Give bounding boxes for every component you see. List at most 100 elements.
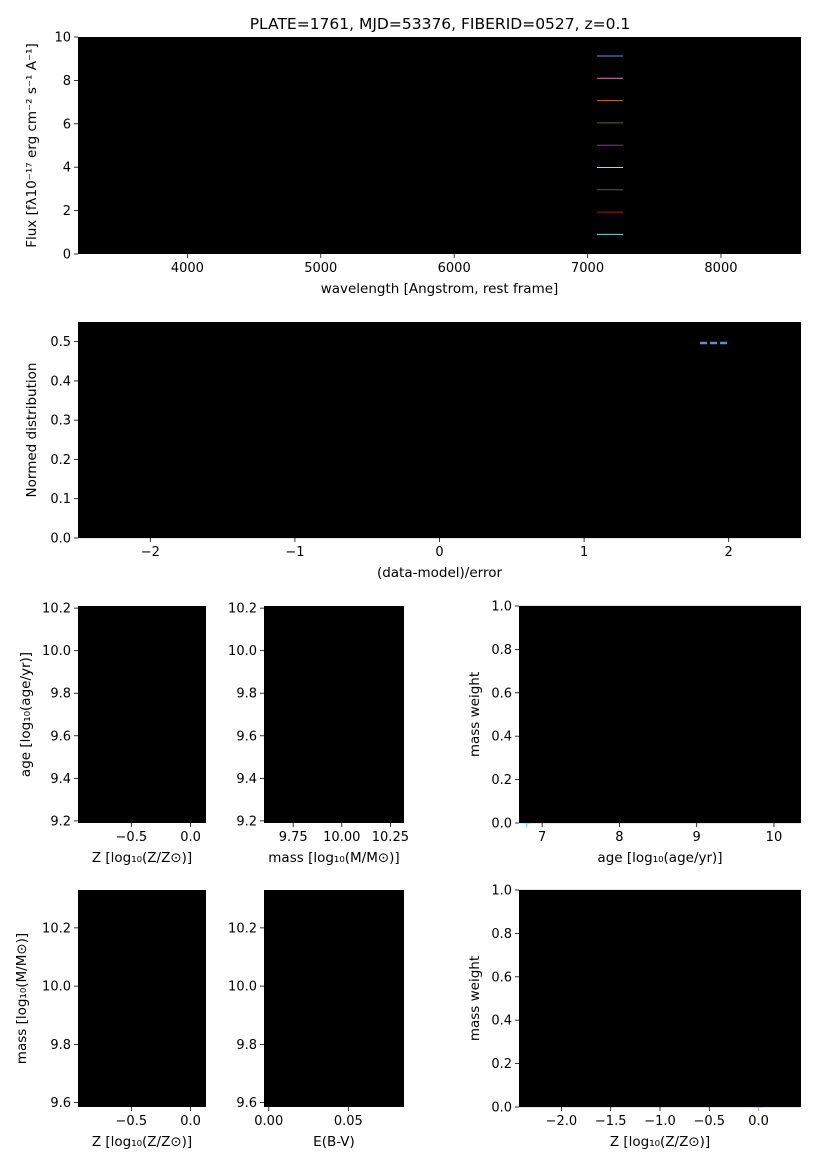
- age_vs_weight-ytick-label: 0.6: [491, 686, 512, 701]
- residuals-ytick-label: 0.0: [50, 532, 71, 547]
- z_vs_weight-xlabel: Z [log₁₀(Z/Z⊙)]: [610, 1134, 710, 1150]
- z_vs_weight-xtick-label: 0.0: [748, 1114, 769, 1129]
- legend-label-salpeter_elodie: Salpeter ELODIE, NSSP=5: [634, 138, 783, 155]
- z_vs_age-ytick-label: 10.2: [42, 602, 71, 617]
- mass_vs_age-ytick-label: 9.4: [236, 772, 257, 787]
- ebv_vs_mass-xtick-label: 0.05: [334, 1114, 363, 1129]
- z_vs_age-xtick-label: −0.5: [116, 830, 148, 845]
- age_vs_weight-ytick-label: 0.8: [491, 643, 512, 658]
- legend-label-chabrier_stelib: Chabrier STELIB, NSSP=5: [634, 183, 781, 200]
- legend-label-salpeter_miles: Salpeter MILES, NSSP=5: [634, 71, 775, 88]
- spectrum-ytick-label: 8: [63, 74, 71, 89]
- z_vs_age-ytick-label: 10.0: [42, 644, 71, 659]
- mass_vs_age-ytick-label: 10.2: [228, 602, 257, 617]
- mass_vs_age-ytick-label: 10.0: [228, 644, 257, 659]
- mass_vs_age-xtick-label: 10.00: [323, 830, 360, 845]
- spectrum-xtick-label: 8000: [704, 261, 737, 276]
- spectrum-ylabel: Flux [fλ10⁻¹⁷ erg cm⁻² s⁻¹ A⁻¹]: [24, 43, 40, 248]
- residuals-ytick-label: 0.1: [50, 492, 71, 507]
- legend-label-name: Kroupa STELIB, N: [634, 227, 738, 241]
- legend-label-value: =6: [758, 49, 776, 63]
- z_vs_weight-frame: [519, 890, 801, 1107]
- legend-label-value: =6: [749, 94, 767, 108]
- z_vs_weight-ylabel: mass weight: [467, 956, 483, 1041]
- ebv_vs_mass-xlabel: E(B-V): [313, 1134, 355, 1150]
- legend-label-salpeter_stelib: Salpeter STELIB, NSSP=6: [634, 205, 780, 222]
- z_vs_mass-ytick-label: 9.6: [50, 1096, 71, 1111]
- z_vs_weight-ytick-label: 0.8: [491, 927, 512, 942]
- spectrum-ytick-label: 10: [54, 31, 71, 46]
- z_vs_mass-frame: [78, 890, 206, 1107]
- legend-label-chabrier_elodie: Chabrier ELODIE, NSSP=5: [634, 116, 784, 133]
- z_vs_mass-ytick-label: 10.2: [42, 921, 71, 936]
- ebv_vs_mass-ytick-label: 9.6: [236, 1096, 257, 1111]
- age_vs_weight-ytick-label: 0.0: [491, 817, 512, 832]
- legend-label-subscript: SSP: [746, 212, 763, 222]
- mass_vs_age-axes: 9.75 10.00 10.25 9.2 9.4 9.6 9.8 10.0 10.2 mass […: [228, 602, 409, 866]
- legend-label-value: =4: [754, 227, 772, 241]
- residuals-xtick-label: 1: [580, 545, 588, 560]
- legend-label-chabrier_miles: Chabrier MILES, NSSP=6: [634, 49, 776, 66]
- legend-label-subscript: SSP: [750, 123, 767, 133]
- z_vs_weight-ytick-label: 0.4: [491, 1014, 512, 1029]
- z_vs_age-ytick-label: 9.6: [50, 729, 71, 744]
- z_vs_weight-ytick-label: 1.0: [491, 884, 512, 899]
- z_vs_age-ylabel: age [log₁₀(age/yr)]: [18, 652, 34, 777]
- z_vs_age-ytick-label: 9.4: [50, 772, 71, 787]
- z_vs_mass-xlabel: Z [log₁₀(Z/Z⊙)]: [92, 1134, 192, 1150]
- ebv_vs_mass-ytick-label: 10.0: [228, 980, 257, 995]
- legend-label-subscript: SSP: [748, 145, 765, 155]
- legend-normal-label: 𝒩(0, 1): [739, 337, 783, 351]
- age_vs_weight-ylabel: mass weight: [467, 672, 483, 757]
- spectrum-ytick-label: 6: [63, 117, 71, 132]
- ebv_vs_mass-axes: 0.00 0.05 9.6 9.8 10.0 10.2 E(B-V): [228, 921, 363, 1150]
- age_vs_weight-ytick-label: 0.2: [491, 773, 512, 788]
- mass_vs_age-xlabel: mass [log₁₀(M/M⊙)]: [268, 850, 399, 866]
- residuals-ytick-label: 0.2: [50, 453, 71, 468]
- legend-label-subscript: SSP: [741, 78, 758, 88]
- legend-label-name: Salpeter MILES, N: [634, 71, 741, 85]
- residuals-ytick-label: 0.4: [50, 374, 71, 389]
- residuals-xtick-label: −1: [285, 545, 304, 560]
- legend-label-name: Chabrier ELODIE, N: [634, 116, 750, 130]
- spectrum-ytick-label: 0: [63, 248, 71, 263]
- z_vs_mass-xtick-label: 0.0: [180, 1114, 201, 1129]
- legend-label-value: =5: [766, 116, 784, 130]
- residuals-xtick-label: 0: [435, 545, 443, 560]
- residuals-ytick-label: 0.3: [50, 414, 71, 429]
- legend-label-subscript: SSP: [733, 101, 750, 111]
- spectrum-ytick-label: 4: [63, 161, 71, 176]
- ebv_vs_mass-ytick-label: 9.8: [236, 1038, 257, 1053]
- ebv_vs_mass-frame: [264, 890, 404, 1107]
- spectrum-xtick-label: 4000: [171, 261, 204, 276]
- legend-label-kroupa_miles: Kroupa MILES, NSSP=6: [634, 94, 767, 111]
- z_vs_age-axes: −0.5 0.0 9.2 9.4 9.6 9.8 10.0 10.2 Z [log₁₀(Z/Z⊙…: [18, 602, 201, 866]
- age_vs_weight-ytick-label: 0.4: [491, 730, 512, 745]
- z_vs_age-xlabel: Z [log₁₀(Z/Z⊙)]: [92, 850, 192, 866]
- spectrum-xlabel: wavelength [Angstrom, rest frame]: [321, 281, 559, 297]
- age_vs_weight-frame: [519, 606, 801, 823]
- z_vs_age-ytick-label: 9.8: [50, 687, 71, 702]
- legend-label-subscript: SSP: [742, 56, 759, 66]
- z_vs_weight-ytick-label: 0.2: [491, 1057, 512, 1072]
- z_vs_mass-ytick-label: 10.0: [42, 980, 71, 995]
- legend-label-subscript: SSP: [747, 190, 764, 200]
- z_vs_weight-xtick-label: −1.0: [644, 1114, 676, 1129]
- mass_vs_age-ytick-label: 9.6: [236, 729, 257, 744]
- residuals-ylabel: Normed distribution: [24, 363, 40, 498]
- residuals-ytick-label: 0.5: [50, 335, 71, 350]
- z_vs_weight-ytick-label: 0.0: [491, 1101, 512, 1116]
- age_vs_weight-xtick-label: 8: [615, 830, 623, 845]
- mass_vs_age-frame: [264, 606, 404, 823]
- age_vs_weight-xtick-label: 7: [538, 830, 546, 845]
- age_vs_weight-xtick-label: 10: [766, 830, 783, 845]
- legend-label-value: =5: [764, 183, 782, 197]
- mass_vs_age-ytick-label: 9.8: [236, 687, 257, 702]
- z_vs_mass-xtick-label: −0.5: [116, 1114, 148, 1129]
- z_vs_age-xtick-label: 0.0: [180, 830, 201, 845]
- z_vs_weight-ytick-label: 0.6: [491, 970, 512, 985]
- ebv_vs_mass-ytick-label: 10.2: [228, 921, 257, 936]
- spectrum-xtick-label: 5000: [304, 261, 337, 276]
- legend-label-subscript: SSP: [741, 168, 758, 178]
